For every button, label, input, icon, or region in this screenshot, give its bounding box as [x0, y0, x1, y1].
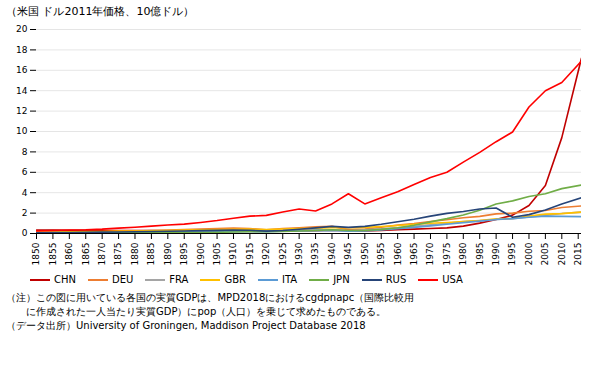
- svg-text:1890: 1890: [163, 242, 173, 265]
- svg-text:1865: 1865: [81, 243, 91, 266]
- svg-text:1915: 1915: [245, 243, 255, 266]
- svg-text:1970: 1970: [425, 242, 435, 265]
- svg-text:1975: 1975: [442, 243, 452, 266]
- svg-text:1960: 1960: [393, 242, 403, 265]
- html-text:DEU: DEU: [112, 274, 134, 285]
- svg-text:12: 12: [16, 106, 27, 116]
- svg-text:1875: 1875: [113, 243, 123, 266]
- html-text:（データ出所）University of Groningen: （データ出所）University of Groningen, Maddison…: [6, 320, 366, 331]
- html-text:ITA: ITA: [282, 274, 298, 285]
- svg-text:1990: 1990: [491, 242, 501, 265]
- svg-text:1980: 1980: [458, 242, 468, 265]
- svg-text:1880: 1880: [130, 242, 140, 265]
- svg-text:2015: 2015: [573, 243, 583, 266]
- svg-text:1985: 1985: [475, 243, 485, 266]
- svg-text:10: 10: [16, 126, 28, 136]
- svg-text:14: 14: [16, 86, 28, 96]
- svg-text:18: 18: [16, 45, 28, 55]
- svg-text:1850: 1850: [31, 242, 41, 265]
- svg-text:1965: 1965: [409, 243, 419, 266]
- svg-text:1895: 1895: [179, 243, 189, 266]
- svg-text:1945: 1945: [343, 243, 353, 266]
- html-text:USA: USA: [442, 274, 463, 285]
- svg-text:8: 8: [22, 147, 28, 157]
- svg-text:1860: 1860: [64, 242, 74, 265]
- html-text:GBR: GBR: [224, 274, 246, 285]
- svg-text:2000: 2000: [524, 242, 534, 265]
- svg-text:2: 2: [22, 208, 28, 218]
- svg-text:1925: 1925: [278, 243, 288, 266]
- svg-text:20: 20: [16, 24, 28, 34]
- svg-text:2005: 2005: [540, 243, 550, 266]
- svg-text:1995: 1995: [507, 243, 517, 266]
- svg-text:1885: 1885: [146, 243, 156, 266]
- svg-text:1955: 1955: [376, 243, 386, 266]
- html-text:RUS: RUS: [385, 274, 407, 285]
- svg-text:1870: 1870: [97, 242, 107, 265]
- svg-text:1935: 1935: [310, 243, 320, 266]
- html-text:JPN: JPN: [333, 274, 350, 285]
- svg-text:1900: 1900: [196, 242, 206, 265]
- html-text:FRA: FRA: [169, 274, 189, 285]
- svg-text:1905: 1905: [212, 243, 222, 266]
- svg-text:1930: 1930: [294, 242, 304, 265]
- svg-text:1940: 1940: [327, 242, 337, 265]
- html-text:に作成された一人当たり実質GDP）にpop（人口）を乗じて求: に作成された一人当たり実質GDP）にpop（人口）を乗じて求めたものである。: [6, 306, 387, 317]
- svg-text:1855: 1855: [48, 243, 58, 266]
- svg-text:16: 16: [16, 65, 28, 75]
- svg-text:0: 0: [22, 228, 28, 238]
- svg-text:6: 6: [22, 167, 28, 177]
- html-text:（注）この図に用いている各国の実質GDPは、MPD2018に: （注）この図に用いている各国の実質GDPは、MPD2018におけるcgdpnap…: [6, 292, 415, 303]
- svg-text:4: 4: [22, 188, 28, 198]
- html-text:CHN: CHN: [54, 274, 76, 285]
- svg-text:1950: 1950: [360, 242, 370, 265]
- html-text:（米国 ドル2011年価格、10億ドル）: （米国 ドル2011年価格、10億ドル）: [6, 5, 195, 18]
- svg-text:1920: 1920: [261, 242, 271, 265]
- svg-text:1910: 1910: [228, 242, 238, 265]
- svg-text:2010: 2010: [557, 242, 567, 265]
